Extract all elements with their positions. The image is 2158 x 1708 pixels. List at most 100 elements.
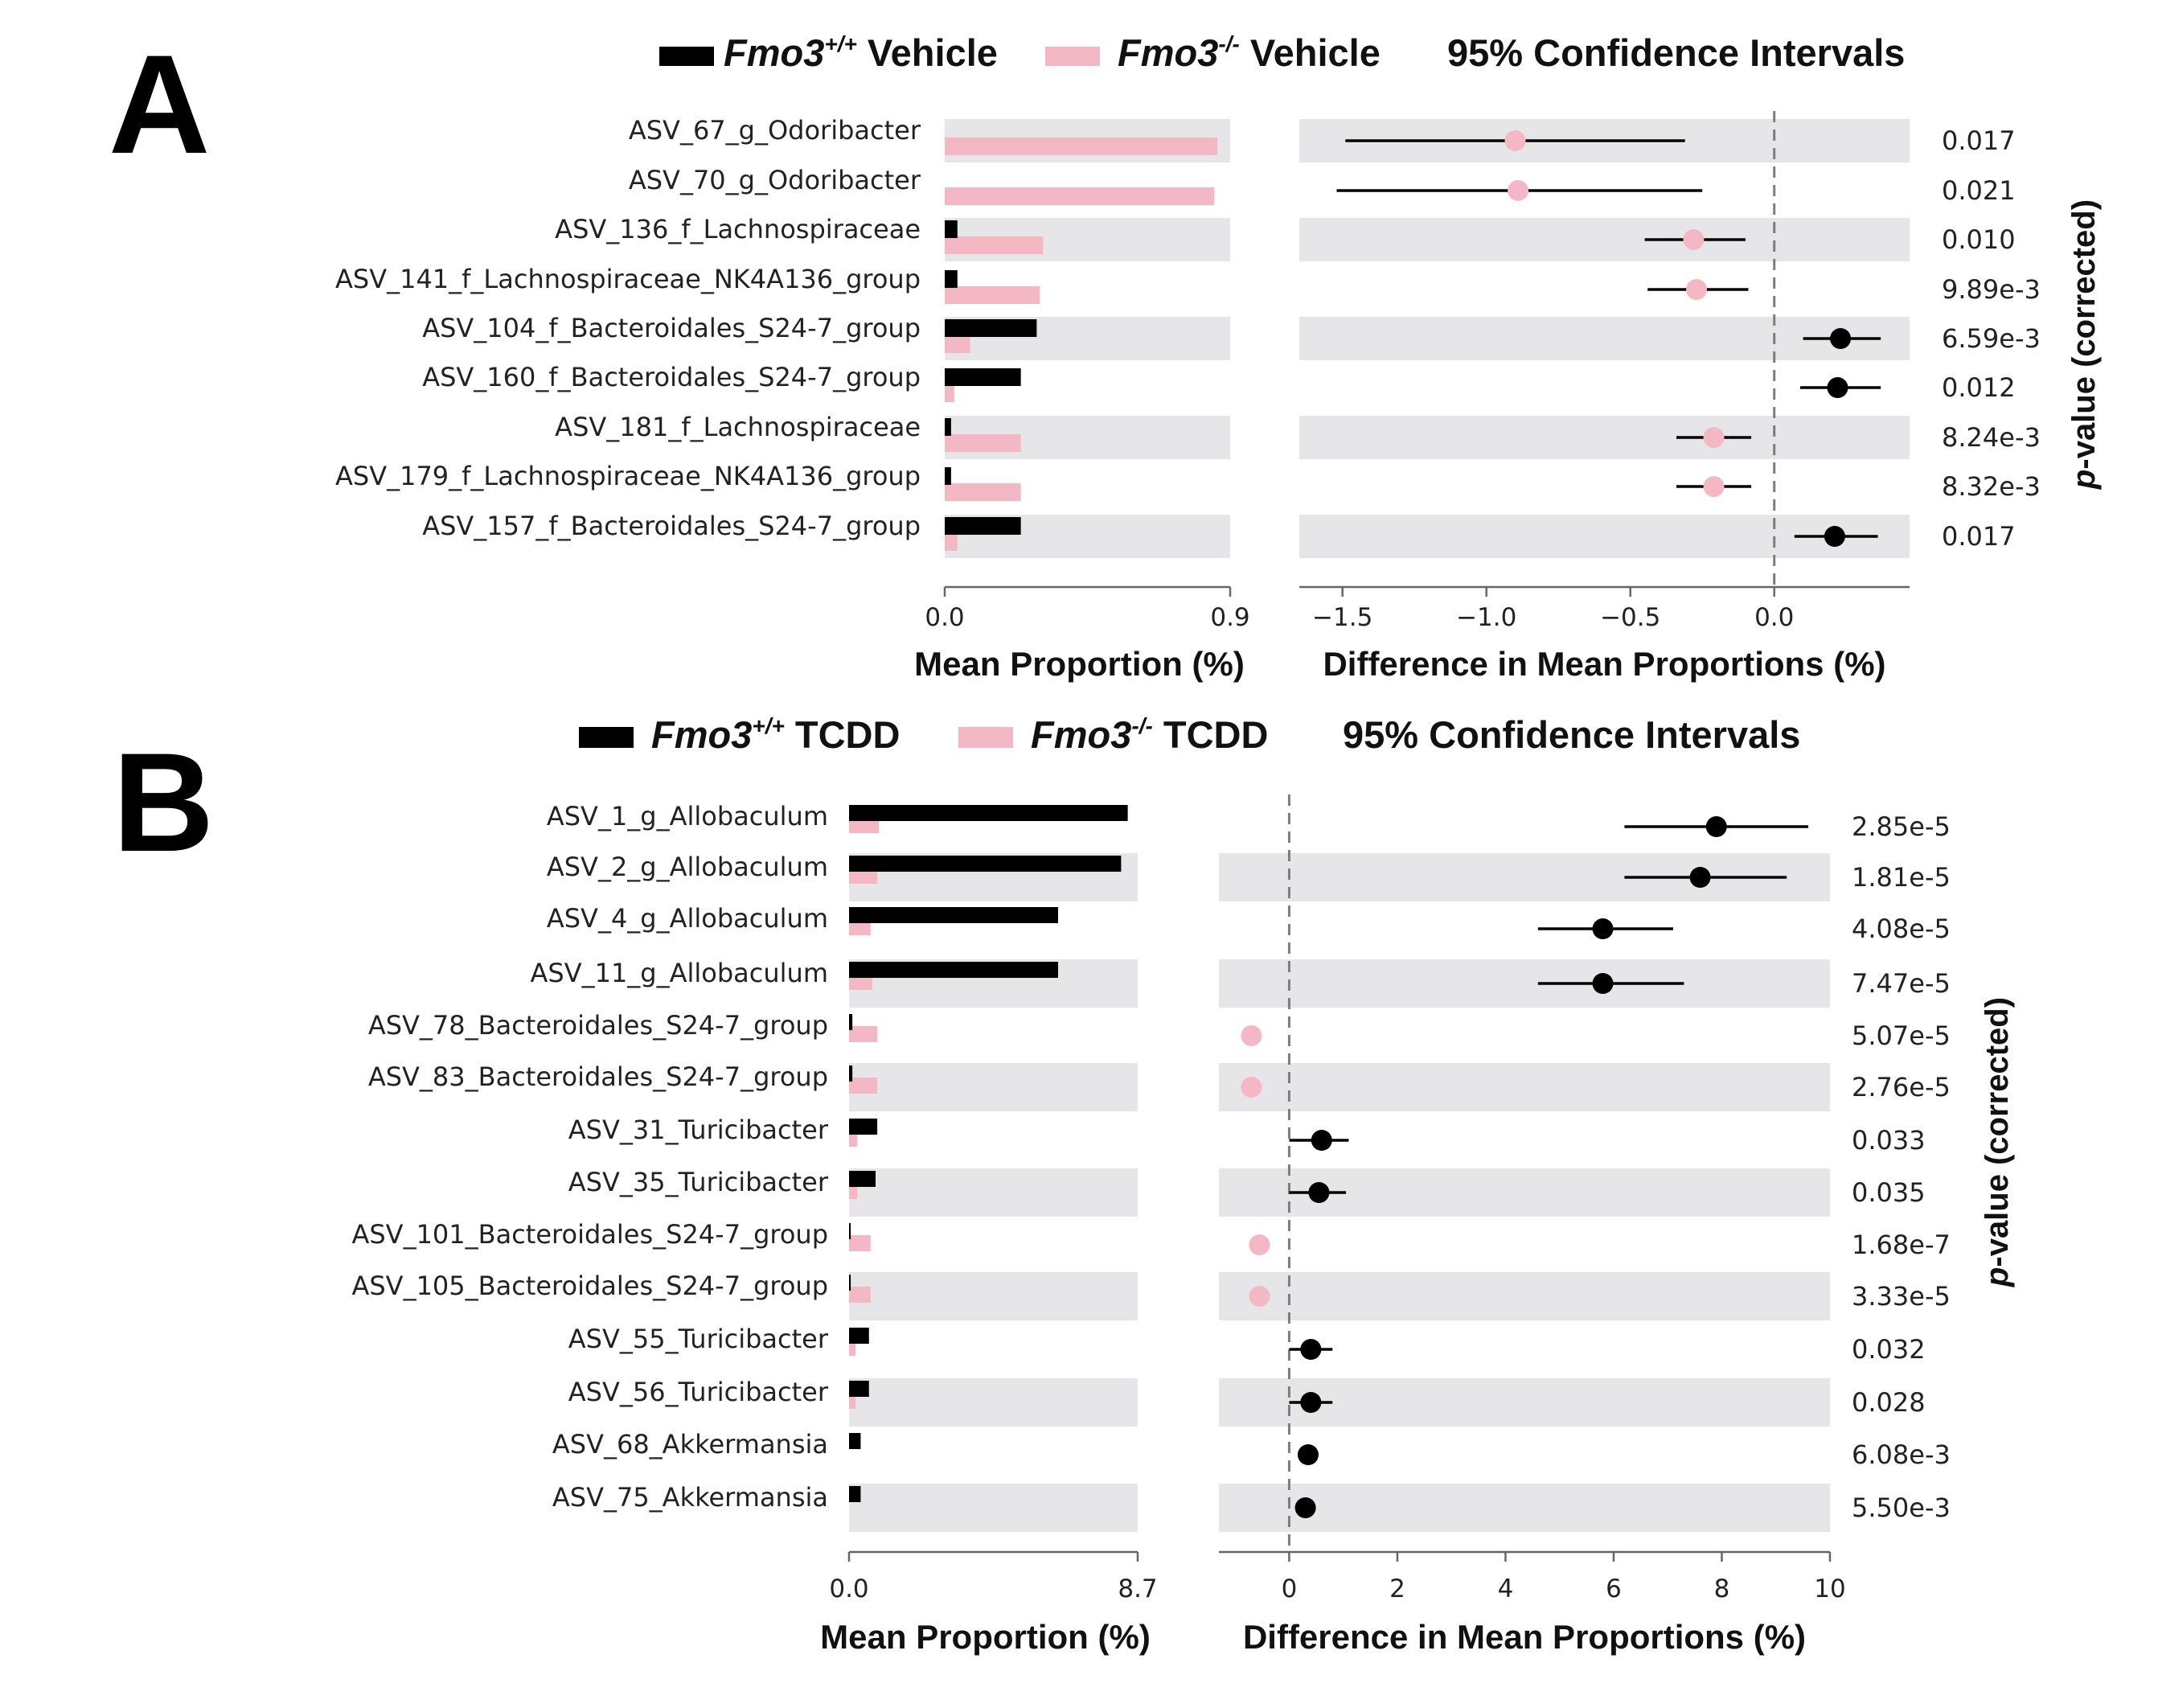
row-label: ASV_1_g_Allobaculum	[547, 801, 828, 831]
bar-series2	[945, 138, 1218, 155]
row-label: ASV_181_f_Lachnospiraceae	[555, 412, 921, 442]
bar-series1	[849, 1119, 878, 1135]
p-value-label: 6.08e-3	[1852, 1439, 1951, 1470]
bar-series1	[849, 1328, 869, 1344]
p-value-label: 3.33e-5	[1852, 1281, 1951, 1312]
bar-series1	[945, 319, 1037, 337]
p-value-label: 0.012	[1942, 372, 2016, 403]
legend-ci-label: 95% Confidence Intervals	[1447, 31, 1905, 74]
mean-difference-dot-series2	[1241, 1077, 1262, 1098]
panel-letter: A	[109, 27, 210, 183]
row-label: ASV_101_Bacteroidales_S24-7_group	[351, 1219, 828, 1250]
row-label: ASV_35_Turicibacter	[568, 1167, 829, 1197]
legend-ci-label: 95% Confidence Intervals	[1343, 713, 1800, 756]
mean-difference-dot-series2	[1249, 1234, 1270, 1255]
bar-series1	[849, 1014, 853, 1030]
mean-difference-dot-series2	[1241, 1025, 1262, 1046]
legend-label-series2: Fmo3-/- TCDD	[1031, 713, 1268, 756]
difference-axis-title: Difference in Mean Proportions (%)	[1243, 1618, 1806, 1656]
bar-series2	[945, 286, 1040, 304]
bar-series2	[945, 533, 958, 551]
p-value-label: 0.032	[1852, 1334, 1926, 1365]
bar-series1	[945, 467, 951, 485]
difference-axis-tick-label: −1.0	[1456, 603, 1516, 632]
bar-series1	[849, 1223, 851, 1239]
p-value-label: 0.035	[1852, 1177, 1926, 1208]
row-shade-difference	[1219, 959, 1830, 1008]
row-shade-proportion	[849, 1378, 1138, 1427]
p-value-label: 5.07e-5	[1852, 1020, 1951, 1051]
difference-axis-tick-label: 2	[1389, 1575, 1405, 1603]
bar-series1	[945, 418, 951, 436]
p-value-axis-title: p-value (corrected)	[1980, 997, 2015, 1287]
mean-difference-dot-series1	[1311, 1130, 1332, 1151]
difference-axis-tick-label: −0.5	[1600, 603, 1660, 632]
mean-difference-dot-series1	[1592, 918, 1614, 939]
bar-series2	[849, 1393, 856, 1409]
p-value-label: 0.028	[1852, 1387, 1926, 1418]
bar-series1	[945, 368, 1021, 386]
row-shade-difference	[1219, 1272, 1830, 1320]
p-value-label: 6.59e-3	[1942, 323, 2041, 354]
row-shade-proportion	[849, 1272, 1138, 1320]
row-shade-difference	[1219, 1063, 1830, 1111]
bar-series2	[849, 1340, 856, 1356]
bar-series2	[945, 434, 1021, 452]
p-value-label: 2.85e-5	[1852, 811, 1951, 842]
p-value-label: 0.033	[1852, 1125, 1926, 1156]
row-shade-difference	[1299, 218, 1910, 261]
row-label: ASV_179_f_Lachnospiraceae_NK4A136_group	[335, 461, 921, 491]
bar-series1	[945, 517, 1021, 535]
row-label: ASV_83_Bacteroidales_S24-7_group	[368, 1061, 828, 1092]
row-shade-difference	[1219, 1484, 1830, 1532]
proportion-axis-tick-label: 0.0	[829, 1575, 868, 1603]
p-value-label: 0.021	[1942, 175, 2016, 206]
p-value-label: 5.50e-3	[1852, 1492, 1951, 1523]
panel-letter: B	[113, 725, 214, 881]
proportion-axis-tick-label: 0.0	[925, 603, 964, 632]
bar-series1	[849, 1381, 869, 1397]
row-label: ASV_160_f_Bacteroidales_S24-7_group	[422, 362, 921, 392]
bar-series2	[849, 1026, 878, 1042]
mean-difference-dot-series1	[1830, 328, 1852, 349]
row-label: ASV_141_f_Lachnospiraceae_NK4A136_group	[335, 264, 921, 294]
p-value-label: 0.017	[1942, 125, 2016, 156]
p-value-label: 1.68e-7	[1852, 1230, 1951, 1260]
p-value-label: 1.81e-5	[1852, 862, 1951, 893]
row-shade-proportion	[849, 1168, 1138, 1217]
mean-difference-dot-series1	[1297, 1444, 1319, 1465]
p-value-label: 0.017	[1942, 521, 2016, 552]
mean-difference-dot-series2	[1683, 229, 1705, 250]
difference-axis-title: Difference in Mean Proportions (%)	[1323, 645, 1885, 683]
difference-axis-tick-label: −1.5	[1312, 603, 1372, 632]
panel-b: B Fmo3+/+ TCDD Fmo3-/- TCDD 95% Confidence …	[113, 713, 2015, 1656]
legend-label-series1: Fmo3+/+ TCDD	[651, 713, 900, 756]
row-label: ASV_68_Akkermansia	[552, 1429, 828, 1460]
bar-series1	[849, 907, 1058, 923]
row-label: ASV_136_f_Lachnospiraceae	[555, 214, 921, 244]
p-value-label: 8.24e-3	[1942, 422, 2041, 453]
difference-axis-tick-label: 4	[1498, 1575, 1514, 1603]
mean-difference-dot-series1	[1300, 1392, 1322, 1413]
row-label: ASV_56_Turicibacter	[568, 1377, 829, 1407]
difference-axis-tick-label: 8	[1714, 1575, 1730, 1603]
bar-series2	[849, 1078, 878, 1094]
proportion-axis-tick-label: 0.9	[1210, 603, 1249, 632]
mean-difference-dot-series1	[1592, 973, 1614, 994]
mean-difference-dot-series1	[1308, 1182, 1330, 1203]
row-shade-difference	[1299, 416, 1910, 459]
bar-series2	[849, 1131, 858, 1147]
row-label: ASV_75_Akkermansia	[552, 1482, 828, 1513]
proportion-axis-tick-label: 8.7	[1118, 1575, 1157, 1603]
row-label: ASV_31_Turicibacter	[568, 1115, 829, 1145]
bar-series2	[945, 483, 1021, 501]
difference-axis-tick-label: 0	[1282, 1575, 1298, 1603]
legend-swatch-series2	[1045, 47, 1100, 66]
panel-a: A Fmo3+/+ Vehicle Fmo3-/- Vehicle 95% Confi…	[109, 27, 2102, 683]
row-label: ASV_55_Turicibacter	[568, 1324, 829, 1354]
row-shade-proportion	[849, 1063, 1138, 1111]
bar-series2	[945, 335, 970, 353]
row-label: ASV_4_g_Allobaculum	[547, 903, 828, 934]
proportion-axis-title: Mean Proportion (%)	[914, 645, 1245, 683]
